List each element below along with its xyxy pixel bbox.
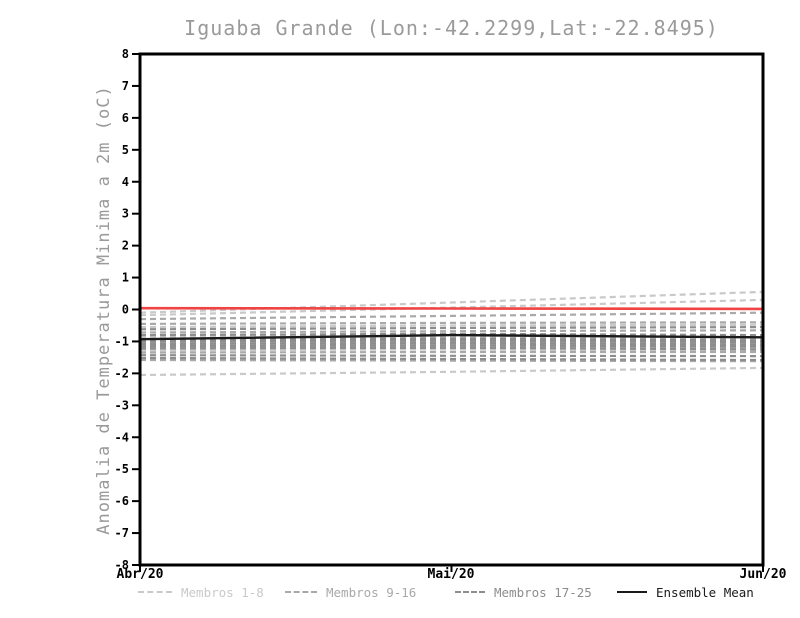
member-line bbox=[139, 358, 764, 363]
legend-label: Membros 9-16 bbox=[326, 584, 417, 600]
member-line bbox=[139, 341, 764, 346]
legend: Membros 1-8 Membros 9-16 Membros 17-25 E… bbox=[0, 585, 800, 603]
y-tick-label: 8 bbox=[122, 47, 129, 61]
member-line bbox=[139, 332, 764, 337]
y-tick-label: 3 bbox=[122, 207, 129, 221]
member-line bbox=[139, 339, 764, 344]
legend-item-membros-9-16: Membros 9-16 bbox=[285, 584, 417, 600]
member-line bbox=[139, 350, 763, 354]
y-tick-label: 4 bbox=[122, 175, 129, 189]
y-tick-label: -5 bbox=[115, 462, 129, 476]
y-tick-label: 2 bbox=[122, 239, 129, 253]
member-line bbox=[139, 344, 764, 348]
member-line bbox=[139, 366, 764, 377]
member-line bbox=[139, 323, 764, 329]
legend-label: Membros 1-8 bbox=[181, 584, 264, 600]
dashed-line-swatch bbox=[138, 591, 172, 593]
legend-label: Membros 17-25 bbox=[494, 584, 592, 600]
member-line bbox=[139, 329, 764, 334]
legend-item-membros-1-8: Membros 1-8 bbox=[138, 584, 264, 600]
y-tick-label: 6 bbox=[122, 111, 129, 125]
y-tick-label: 7 bbox=[122, 79, 129, 93]
x-tick-label-mai: Mai/20 bbox=[427, 567, 475, 582]
y-tick-label: -6 bbox=[115, 494, 129, 508]
ensemble-mean-line bbox=[139, 333, 764, 341]
dashed-line-swatch bbox=[285, 591, 317, 593]
member-line bbox=[139, 337, 764, 342]
x-tick-label-abr: Abr/20 bbox=[116, 567, 164, 582]
member-line bbox=[139, 348, 764, 353]
y-tick-label: -7 bbox=[115, 526, 129, 540]
chart-title: Iguaba Grande (Lon:-42.2299,Lat:-22.8495… bbox=[184, 16, 719, 40]
legend-item-ensemble-mean: Ensemble Mean bbox=[617, 584, 754, 600]
dashed-line-swatch bbox=[455, 591, 485, 593]
x-tick-label-jun: Jun/20 bbox=[739, 567, 787, 582]
solid-line-swatch bbox=[617, 591, 647, 593]
y-tick-label: -8 bbox=[115, 558, 129, 572]
y-tick-label: 1 bbox=[122, 271, 129, 285]
member-line bbox=[139, 321, 764, 325]
member-line bbox=[139, 356, 764, 362]
member-line bbox=[139, 354, 764, 358]
legend-item-membros-17-25: Membros 17-25 bbox=[455, 584, 592, 600]
legend-label: Ensemble Mean bbox=[656, 584, 754, 600]
y-tick-label: -3 bbox=[115, 398, 129, 412]
y-tick-label: -1 bbox=[115, 334, 129, 348]
member-line bbox=[139, 311, 764, 321]
zero-line bbox=[139, 306, 764, 311]
y-tick-label: -2 bbox=[115, 366, 129, 380]
y-tick-label: 0 bbox=[122, 303, 129, 317]
y-tick-label: -4 bbox=[115, 430, 129, 444]
member-line bbox=[139, 326, 764, 331]
member-line bbox=[139, 346, 764, 351]
y-tick-label: 5 bbox=[122, 143, 129, 157]
